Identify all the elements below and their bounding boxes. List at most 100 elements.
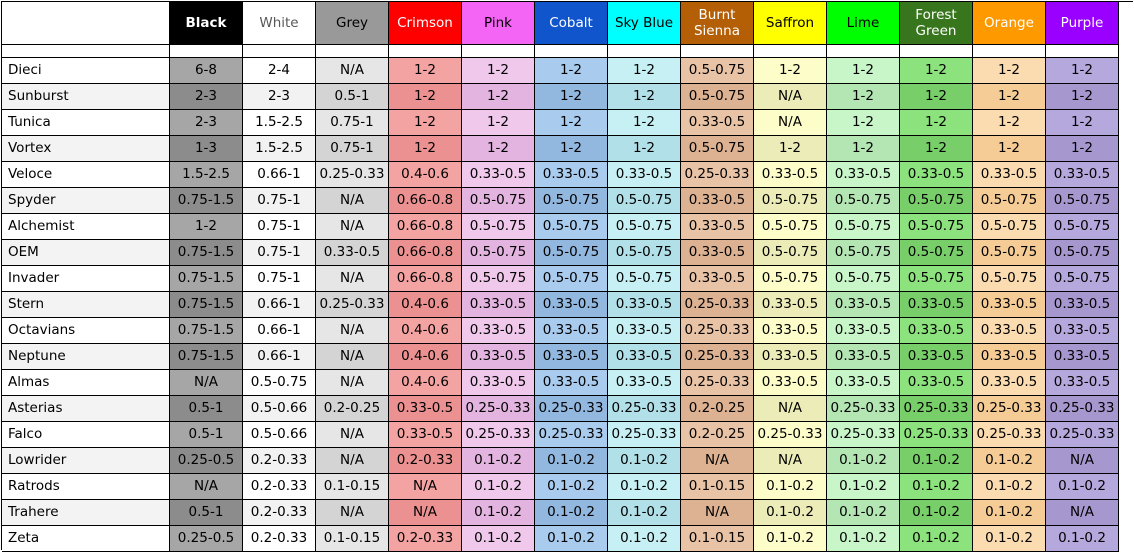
value-cell: N/A — [316, 214, 389, 240]
value-cell: N/A — [1046, 448, 1119, 474]
value-cell: 0.25-0.33 — [754, 422, 827, 448]
value-cell: 0.75-1.5 — [170, 344, 243, 370]
row-label-asterias: Asterias — [2, 396, 170, 422]
value-cell: 0.1-0.2 — [608, 474, 681, 500]
value-cell: 0.33-0.5 — [973, 162, 1046, 188]
value-cell: 0.5-0.75 — [535, 188, 608, 214]
value-cell: 1-2 — [608, 136, 681, 162]
value-cell: 1-2 — [462, 84, 535, 110]
value-cell: 0.25-0.33 — [827, 396, 900, 422]
value-cell: 0.1-0.2 — [608, 526, 681, 552]
value-cell: 0.33-0.5 — [754, 370, 827, 396]
value-cell: 0.33-0.5 — [754, 344, 827, 370]
value-cell: N/A — [389, 500, 462, 526]
value-cell: 1-2 — [900, 136, 973, 162]
spacer-cell — [535, 45, 608, 58]
value-cell: 0.25-0.33 — [608, 396, 681, 422]
value-cell: 0.25-0.33 — [462, 396, 535, 422]
column-header-white: White — [243, 2, 316, 45]
value-cell: 0.33-0.5 — [973, 370, 1046, 396]
spacer-cell — [754, 45, 827, 58]
value-cell: 0.66-1 — [243, 318, 316, 344]
value-cell: 0.25-0.33 — [316, 162, 389, 188]
value-cell: 0.25-0.5 — [170, 526, 243, 552]
value-cell: 0.33-0.5 — [389, 422, 462, 448]
value-cell: 0.2-0.25 — [316, 396, 389, 422]
value-cell: 1-2 — [827, 84, 900, 110]
row-label-neptune: Neptune — [2, 344, 170, 370]
value-cell: N/A — [389, 474, 462, 500]
value-cell: 1-2 — [389, 110, 462, 136]
value-cell: 0.5-0.75 — [827, 266, 900, 292]
value-cell: 1-2 — [900, 58, 973, 84]
value-cell: 1-2 — [900, 110, 973, 136]
value-cell: 0.25-0.33 — [681, 162, 754, 188]
value-cell: 0.5-0.75 — [754, 240, 827, 266]
value-cell: 0.5-0.75 — [754, 188, 827, 214]
row-label-dieci: Dieci — [2, 58, 170, 84]
value-cell: 0.33-0.5 — [389, 396, 462, 422]
value-cell: 0.5-1 — [170, 422, 243, 448]
value-cell: 0.2-0.33 — [243, 448, 316, 474]
value-cell: N/A — [681, 448, 754, 474]
row-label-vortex: Vortex — [2, 136, 170, 162]
value-cell: 0.33-0.5 — [973, 318, 1046, 344]
value-cell: N/A — [754, 110, 827, 136]
value-cell: 0.2-0.25 — [681, 396, 754, 422]
column-header-orange: Orange — [973, 2, 1046, 45]
value-cell: 0.5-0.66 — [243, 396, 316, 422]
value-cell: 0.5-0.75 — [827, 188, 900, 214]
value-cell: 0.1-0.2 — [973, 500, 1046, 526]
column-header-burnt-sienna: Burnt Sienna — [681, 2, 754, 45]
value-cell: 0.25-0.33 — [316, 292, 389, 318]
value-cell: 1-2 — [827, 136, 900, 162]
value-cell: 0.2-0.33 — [243, 474, 316, 500]
value-cell: 0.1-0.2 — [462, 474, 535, 500]
value-cell: 0.33-0.5 — [681, 266, 754, 292]
value-cell: 0.25-0.33 — [535, 396, 608, 422]
value-cell: 0.33-0.5 — [462, 292, 535, 318]
value-cell: 0.5-0.75 — [827, 240, 900, 266]
column-header-lime: Lime — [827, 2, 900, 45]
value-cell: 0.25-0.33 — [681, 292, 754, 318]
value-cell: 1-2 — [608, 58, 681, 84]
value-cell: 0.1-0.2 — [827, 474, 900, 500]
value-cell: 0.5-1 — [170, 500, 243, 526]
value-cell: 0.33-0.5 — [827, 162, 900, 188]
row-label-veloce: Veloce — [2, 162, 170, 188]
value-cell: 1-2 — [973, 58, 1046, 84]
value-cell: 0.33-0.5 — [681, 240, 754, 266]
value-cell: 0.33-0.5 — [827, 292, 900, 318]
value-cell: 1-2 — [389, 58, 462, 84]
value-cell: 0.1-0.2 — [973, 474, 1046, 500]
value-cell: N/A — [316, 318, 389, 344]
column-header-crimson: Crimson — [389, 2, 462, 45]
value-cell: 0.5-0.75 — [900, 214, 973, 240]
value-cell: 0.33-0.5 — [900, 162, 973, 188]
value-cell: 1-2 — [973, 84, 1046, 110]
value-cell: 1-2 — [535, 84, 608, 110]
value-cell: 0.25-0.33 — [681, 370, 754, 396]
value-cell: 0.5-0.75 — [754, 266, 827, 292]
value-cell: 0.1-0.2 — [608, 500, 681, 526]
value-cell: 0.1-0.15 — [316, 474, 389, 500]
value-cell: 1-2 — [462, 110, 535, 136]
value-cell: 1-2 — [462, 58, 535, 84]
row-label-invader: Invader — [2, 266, 170, 292]
value-cell: 0.33-0.5 — [462, 344, 535, 370]
value-cell: 1-2 — [754, 136, 827, 162]
value-cell: 0.33-0.5 — [754, 318, 827, 344]
value-cell: 0.5-1 — [316, 84, 389, 110]
value-cell: 0.33-0.5 — [681, 188, 754, 214]
value-cell: 0.5-0.75 — [462, 214, 535, 240]
value-cell: 0.4-0.6 — [389, 318, 462, 344]
value-cell: 0.25-0.33 — [827, 422, 900, 448]
value-cell: 0.33-0.5 — [535, 318, 608, 344]
value-cell: 0.1-0.2 — [900, 500, 973, 526]
value-cell: 0.33-0.5 — [535, 162, 608, 188]
value-cell: 0.33-0.5 — [827, 318, 900, 344]
value-cell: 1-2 — [535, 136, 608, 162]
value-cell: 0.66-1 — [243, 162, 316, 188]
value-cell: 0.25-0.33 — [462, 422, 535, 448]
value-cell: 0.33-0.5 — [462, 162, 535, 188]
